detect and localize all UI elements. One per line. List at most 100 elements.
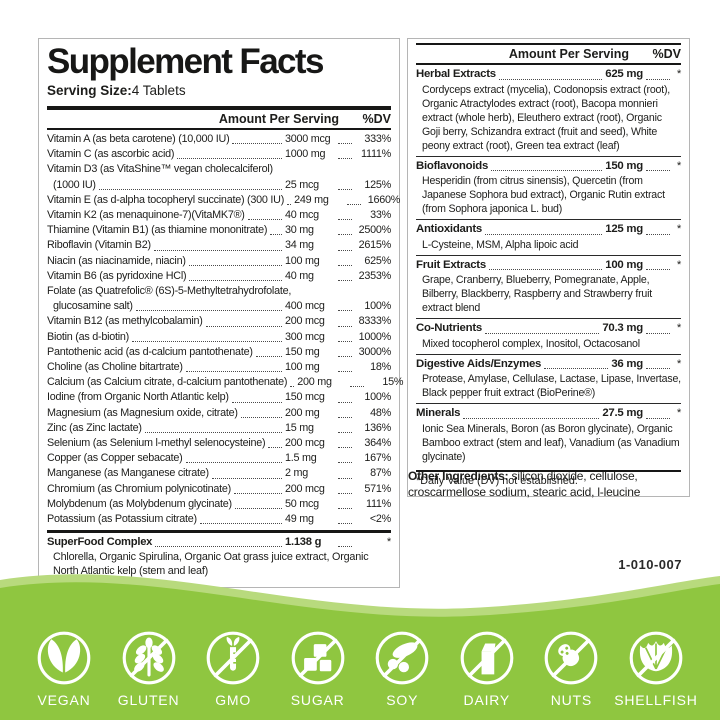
nutrient-amount: 300 mcg — [285, 330, 325, 343]
badge-nut-free: NUTS — [533, 629, 609, 708]
superfood-ingredients: Chlorella, Organic Spirulina, Organic Oa… — [53, 551, 369, 578]
nutrient-name: Manganese (as Manganese citrate) — [47, 467, 209, 480]
badge-gluten-free: GLUTEN — [111, 629, 187, 708]
nutrient-name: Vitamin K2 (as menaquinone-7)(VitaMK7®) — [47, 209, 245, 222]
nutrient-amount: 200 mg — [297, 376, 332, 389]
nutrient-dv: 48% — [370, 406, 391, 419]
gmo-icon — [206, 631, 260, 685]
percent-dv-header: %DV — [362, 112, 391, 126]
nutrient-amount: 34 mg — [285, 239, 314, 252]
nutrient-name: Vitamin A (as beta carotene) (10,000 IU) — [47, 133, 230, 145]
nutrient-dv: <2% — [369, 513, 391, 526]
ingredient-group: Fruit Extracts 100 mg * Grape, Cranberry… — [416, 254, 681, 319]
serving-size: Serving Size:4 Tablets — [47, 82, 391, 100]
nutrient-amount: 1.5 mg — [285, 452, 317, 465]
badge-label: DAIRY — [463, 692, 511, 708]
group-dv: * — [676, 223, 681, 235]
percent-dv-header: %DV — [652, 47, 681, 61]
group-dv: * — [676, 407, 681, 419]
nutrient-name: Vitamin C (as ascorbic acid) — [47, 148, 175, 161]
nutrient-row: Pantothenic acid (as d-calcium pantothen… — [47, 345, 391, 360]
nutrient-amount: 400 mcg — [285, 300, 325, 313]
nutrient-row: Vitamin B6 (as pyridoxine HCl) 40 mg 235… — [47, 269, 391, 284]
badge-label: GMO — [215, 692, 252, 708]
group-dv: * — [676, 357, 681, 370]
nutrient-name: Niacin (as niacinamide, niacin) — [47, 254, 186, 267]
nutrient-name-cont: (1000 IU) — [53, 178, 96, 191]
nutrient-name: Magnesium (as Magnesium oxide, citrate) — [47, 406, 238, 419]
nutrient-amount: 200 mcg — [285, 315, 325, 328]
nutrient-name: Chromium (as Chromium polynicotinate) — [47, 482, 231, 495]
nutrient-name: Vitamin E (as d-alpha tocopheryl succina… — [47, 193, 285, 206]
nutrient-name: Selenium (as Selenium l-methyl selenocys… — [47, 437, 266, 450]
group-name: Bioflavonoids — [416, 159, 489, 172]
superfood-complex-section: SuperFood Complex 1.138 g * Chlorella, O… — [47, 530, 391, 579]
nutrient-row: Zinc (as Zinc lactate) 15 mg 136% — [47, 421, 391, 436]
badge-shellfish-free: SHELLFISH — [614, 629, 697, 708]
group-dv: * — [676, 68, 681, 80]
badge-label: NUTS — [550, 692, 593, 708]
nutrient-row: Molybdenum (as Molybdenum glycinate) 50 … — [47, 497, 391, 512]
nutrient-row: Manganese (as Manganese citrate) 2 mg 87… — [47, 466, 391, 481]
nutrient-name: Vitamin B12 (as methylcobalamin) — [47, 315, 203, 328]
group-amount: 27.5 mg — [602, 407, 643, 419]
nutrient-dv: 100% — [364, 300, 391, 313]
nutrient-dv: 136% — [364, 421, 391, 434]
nutrient-name: Folate (as Quatrefolic® (6S)-5-Methyltet… — [47, 285, 292, 298]
product-code: 1-010-007 — [618, 557, 682, 572]
nutrient-row: Riboflavin (Vitamin B2) 34 mg 2615% — [47, 238, 391, 253]
nutrient-dv: 333% — [364, 133, 391, 145]
nutrient-dv: 18% — [370, 361, 391, 374]
daily-value-footnote: *Daily Value (DV) not established. — [416, 469, 681, 488]
amount-per-serving-header: Amount Per Serving — [508, 47, 629, 61]
group-ingredients: Hesperidin (from citrus sinensis), Querc… — [422, 175, 665, 215]
group-amount: 100 mg — [605, 258, 643, 271]
nutrient-dv: 2500% — [358, 224, 392, 237]
nutrient-amount: 30 mg — [285, 224, 314, 237]
badge-sugar-free: SUGAR — [280, 629, 356, 708]
nutrient-name: Riboflavin (Vitamin B2) — [47, 239, 151, 252]
serving-size-value: 4 Tablets — [131, 83, 186, 98]
group-amount: 625 mg — [605, 68, 643, 80]
group-ingredients: L-Cysteine, MSM, Alpha lipoic acid — [422, 238, 579, 251]
nutrient-name: Pantothenic acid (as d-calcium pantothen… — [47, 345, 253, 358]
nutrient-list: Vitamin A (as beta carotene) (10,000 IU)… — [47, 130, 403, 527]
group-name: Antioxidants — [416, 223, 482, 235]
group-name: Digestive Aids/Enzymes — [416, 357, 542, 370]
nutrient-dv: 2615% — [358, 239, 392, 252]
nutrient-dv: 571% — [364, 482, 391, 495]
nutrient-dv: 125% — [364, 178, 391, 191]
nutrient-row: Vitamin D3 (as VitaShine™ vegan cholecal… — [47, 162, 391, 192]
nutrient-dv: 33% — [370, 209, 391, 222]
soy-icon — [375, 631, 429, 685]
nutrient-row: Vitamin B12 (as methylcobalamin) 200 mcg… — [47, 314, 391, 329]
group-dv: * — [676, 159, 681, 172]
nutrient-amount: 100 mg — [285, 254, 320, 267]
nutrient-amount: 200 mg — [285, 406, 320, 419]
ingredient-group: Minerals 27.5 mg * Ionic Sea Minerals, B… — [416, 403, 681, 467]
nutrient-amount: 25 mcg — [285, 178, 319, 191]
nutrient-dv: 87% — [370, 467, 391, 480]
nutrient-row: Vitamin C (as ascorbic acid) 1000 mg 111… — [47, 147, 391, 162]
nutrient-amount: 49 mg — [285, 513, 314, 526]
nutrient-name-cont: glucosamine salt) — [53, 300, 133, 313]
nutrient-row: Magnesium (as Magnesium oxide, citrate) … — [47, 406, 391, 421]
nutrient-name: Calcium (as Calcium citrate, d-calcium p… — [47, 376, 288, 389]
badge-vegan: VEGAN — [26, 629, 102, 708]
nutrient-row: Biotin (as d-biotin) 300 mcg 1000% — [47, 330, 391, 345]
nutrient-name: Choline (as Choline bitartrate) — [47, 361, 183, 374]
nutrient-amount: 3000 mcg — [285, 133, 331, 145]
nutrient-name: Biotin (as d-biotin) — [47, 330, 130, 343]
nutrient-amount: 40 mg — [285, 269, 314, 282]
vegan-icon — [37, 631, 91, 685]
nutrient-row: Copper (as Copper sebacate) 1.5 mg 167% — [47, 451, 391, 466]
nutrient-dv: 625% — [364, 254, 391, 267]
nutrient-row: Vitamin E (as d-alpha tocopheryl succina… — [47, 193, 400, 208]
supplement-facts-panel: Supplement Facts Serving Size:4 Tablets … — [38, 38, 403, 589]
group-ingredients: Protease, Amylase, Cellulase, Lactase, L… — [422, 373, 681, 399]
nutrient-row: Choline (as Choline bitartrate) 100 mg 1… — [47, 360, 391, 375]
nutrient-amount: 50 mcg — [285, 497, 319, 510]
other-ingredients-label: Other Ingredients: — [408, 469, 509, 483]
nutrient-amount: 15 mg — [285, 421, 314, 434]
group-amount: 125 mg — [605, 223, 643, 235]
